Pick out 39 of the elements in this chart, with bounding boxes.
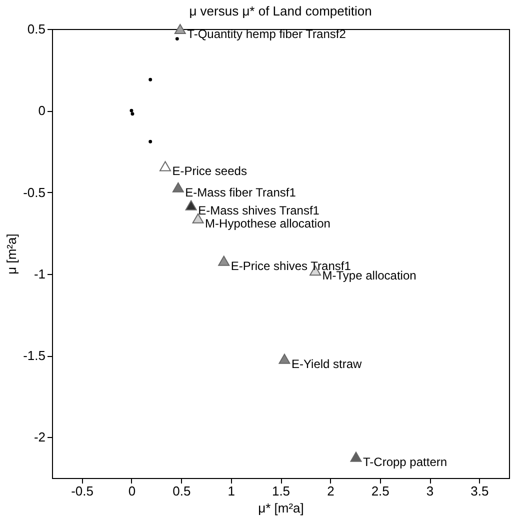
point xyxy=(278,354,290,364)
annotation: T-Quantity hemp fiber Transf2 xyxy=(187,27,346,41)
annotation: M-Hypothese allocation xyxy=(205,216,330,230)
point xyxy=(160,161,171,172)
y-tick-label: -2 xyxy=(34,430,46,445)
y-axis-title: μ [m²a] xyxy=(4,234,20,274)
chart-title: μ versus μ* of Land competition xyxy=(189,3,372,18)
point xyxy=(130,108,134,112)
annotation: E-Mass fiber Transf1 xyxy=(185,185,296,200)
point xyxy=(130,112,134,116)
point xyxy=(350,452,362,462)
point xyxy=(172,182,184,192)
y-tick-label: 0.5 xyxy=(27,22,46,36)
annotation: E-Mass shives Transf1 xyxy=(198,203,320,218)
annotation: E-Yield straw xyxy=(291,356,362,371)
x-tick-label: 0.5 xyxy=(172,484,191,498)
y-tick-label: -1 xyxy=(34,266,46,282)
point xyxy=(175,37,179,41)
x-tick-label: 3 xyxy=(426,484,434,498)
x-tick-label: 3.5 xyxy=(470,484,489,498)
point xyxy=(174,24,186,34)
y-tick-label: 0 xyxy=(38,103,46,118)
x-tick-label: -0.5 xyxy=(71,484,94,498)
annotation: M-Type allocation xyxy=(322,268,416,283)
x-axis-title: μ* [m²a] xyxy=(258,500,304,516)
point xyxy=(218,256,230,266)
x-tick-label: 2.5 xyxy=(371,484,390,498)
x-tick-label: 2 xyxy=(327,484,334,498)
point xyxy=(192,213,204,224)
x-tick-label: 1 xyxy=(228,484,235,498)
y-tick-label: -1.5 xyxy=(23,348,46,364)
annotation: E-Price seeds xyxy=(172,164,247,178)
point xyxy=(185,200,197,210)
annotation: T-Cropp pattern xyxy=(363,454,448,469)
x-tick-label: 1.5 xyxy=(272,484,290,498)
y-tick-label: -0.5 xyxy=(23,184,46,200)
point xyxy=(148,140,152,144)
x-tick-label: 0 xyxy=(128,484,136,498)
point xyxy=(148,78,152,82)
